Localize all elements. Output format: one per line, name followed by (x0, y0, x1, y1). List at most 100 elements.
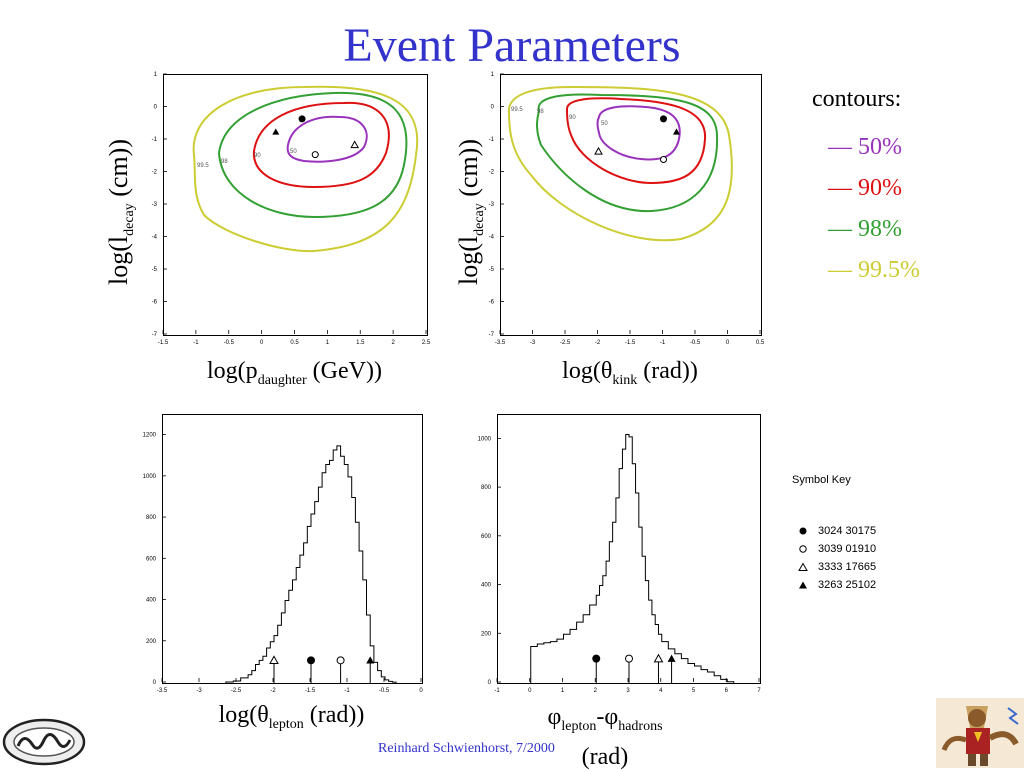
contour-label: 99.5 (197, 163, 209, 169)
symbol-key-row: 3263 25102 (798, 576, 876, 594)
x-tick-label: 2.5 (422, 340, 431, 346)
legend-item-995: — 99.5% (828, 257, 920, 283)
contour-label: 90 (254, 153, 261, 159)
x-tick-label: -2.5 (231, 688, 242, 694)
x-tick-label: 0.5 (290, 340, 299, 346)
x-tick-label: 0 (726, 340, 730, 346)
y-tick-label: 200 (146, 639, 157, 645)
x-tick-label: -2 (595, 340, 601, 346)
x-tick-label: -1 (494, 688, 500, 694)
marker-open-triangle (350, 140, 360, 149)
footer-author: Reinhard Schwienhorst, 7/2000 (378, 741, 555, 756)
y-tick-label: -5 (152, 267, 158, 273)
symbol-key-label: 3024 30175 (818, 525, 877, 537)
x-tick-label: -1 (344, 688, 350, 694)
filled-triangle-icon (799, 581, 807, 589)
y-tick-label: -7 (152, 332, 158, 338)
x-tick-label: 1 (561, 688, 565, 694)
y-tick-label: -3 (152, 202, 158, 208)
legend-item-98: — 98% (828, 216, 902, 242)
y-tick-label: 600 (481, 534, 492, 540)
open-triangle-icon (798, 562, 808, 571)
x-tick-label: 3 (626, 688, 630, 694)
y-tick-label: -3 (489, 202, 495, 208)
y-tick-label: 800 (146, 515, 157, 521)
x-tick-label: 1.5 (356, 340, 365, 346)
plot4-xlabel: φlepton-φhadrons (rad) (547, 704, 663, 770)
marker-filled-circle (660, 115, 667, 123)
marker-filled-triangle (272, 128, 280, 135)
contour-line (192, 85, 419, 253)
x-tick-label: 2 (391, 340, 395, 346)
plot1-xlabel: log(pdaughter (GeV)) (207, 358, 382, 388)
x-tick-label: -0.5 (379, 688, 390, 694)
contour-label: 50 (601, 121, 608, 127)
x-tick-label: 0 (260, 340, 264, 346)
histogram-plot-2 (497, 414, 761, 684)
x-tick-label: -3 (530, 340, 536, 346)
x-tick-label: 4 (659, 688, 663, 694)
x-tick-label: -3.5 (495, 340, 506, 346)
x-tick-label: 5 (692, 688, 696, 694)
marker-open-circle (625, 654, 633, 663)
y-tick-label: -7 (489, 332, 495, 338)
legend-title: contours: (812, 86, 902, 112)
symbol-key-row: 3024 30175 (798, 522, 876, 540)
x-tick-label: -1 (660, 340, 666, 346)
marker-filled-circle (307, 656, 315, 665)
y-tick-label: 400 (146, 598, 157, 604)
marker-open-triangle (594, 146, 603, 155)
x-tick-label: 7 (757, 688, 761, 694)
marker-filled-circle (592, 654, 601, 663)
plot3-xlabel: log(θlepton (rad)) (218, 702, 365, 732)
x-tick-label: 0.5 (756, 340, 765, 346)
x-tick-label: 6 (725, 688, 729, 694)
contour-label: 90 (569, 115, 576, 121)
x-tick-label: -3 (196, 688, 202, 694)
histogram-steps (225, 445, 397, 683)
plot2-ylabel: log(ldecay (cm)) (454, 138, 488, 285)
contour-line (565, 97, 707, 185)
y-tick-label: 600 (146, 556, 157, 562)
legend-item-90: — 90% (828, 175, 902, 201)
marker-open-triangle (269, 655, 279, 665)
x-tick-label: -3.5 (157, 688, 168, 694)
y-tick-label: -5 (489, 267, 495, 273)
y-tick-label: 0 (488, 680, 492, 686)
x-tick-label: -2.5 (560, 340, 571, 346)
contour-plot-2: 99.5 98 90 50 (500, 74, 762, 336)
x-tick-label: 0 (528, 688, 532, 694)
x-tick-label: -1 (193, 340, 199, 346)
marker-filled-triangle (667, 654, 676, 662)
open-circle-icon (799, 545, 807, 553)
x-tick-label: 2 (594, 688, 598, 694)
symbol-key-label: 3263 25102 (818, 579, 877, 591)
marker-filled-triangle (673, 128, 680, 135)
symbol-key-label: 3333 17665 (818, 561, 877, 573)
x-tick-label: -0.5 (224, 340, 235, 346)
mascot-image (936, 698, 1024, 768)
histogram-plot-1 (162, 414, 423, 684)
contour-line (596, 105, 681, 161)
x-tick-label: -1.5 (158, 340, 169, 346)
legend-item-50: — 50% (828, 134, 902, 160)
symbol-key-label: 3039 01910 (818, 543, 877, 555)
x-tick-label: -0.5 (690, 340, 701, 346)
y-tick-label: -4 (489, 235, 495, 241)
marker-open-triangle (653, 653, 664, 663)
y-tick-label: -1 (152, 137, 158, 143)
marker-filled-circle (298, 115, 306, 123)
y-tick-label: -6 (489, 300, 495, 306)
marker-open-circle (660, 156, 667, 163)
plot1-ylabel: log(ldecay (cm)) (104, 138, 138, 285)
contour-label: 50 (290, 149, 297, 155)
symbol-key-row: 3039 01910 (798, 540, 876, 558)
y-tick-label: 400 (481, 583, 492, 589)
symbol-key-title: Symbol Key (792, 474, 851, 486)
contour-plot-1: 99.5 98 90 50 (163, 74, 428, 336)
y-tick-label: -2 (152, 170, 158, 176)
experiment-logo (2, 718, 86, 766)
x-tick-label: -2 (270, 688, 276, 694)
y-tick-label: 1200 (143, 433, 157, 439)
contour-line (507, 85, 733, 242)
